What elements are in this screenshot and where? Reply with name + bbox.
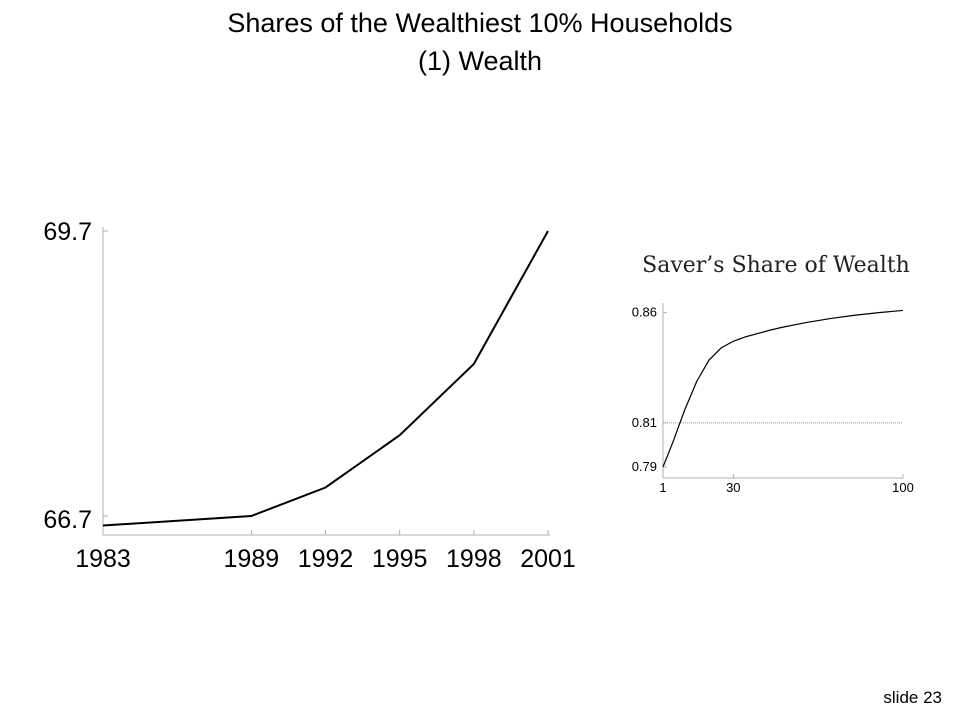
right-axis-ticks [663, 313, 903, 478]
left-y-tick-labels: 69.7 66.7 [43, 218, 92, 534]
left-axis-ticks [103, 231, 548, 535]
savers-share-chart: Saver’s Share of Wealth 1 30 100 0.860.810… [632, 253, 914, 495]
savers-share-line [663, 310, 903, 467]
left-x-tick-label: 1989 [224, 545, 280, 573]
left-y-tick-label: 69.7 [43, 218, 92, 246]
wealth-share-chart: 1983 1989 1992 1995 1998 2001 69.7 66.7 [43, 218, 575, 573]
right-y-tick-label: 0.86 [632, 305, 657, 320]
left-x-tick-label: 1983 [75, 545, 131, 573]
left-x-tick-label: 1995 [372, 545, 428, 573]
right-y-tick-labels: 0.86 0.81 0.79 [632, 305, 657, 474]
left-x-tick-label: 1992 [298, 545, 354, 573]
right-x-tick-label: 1 [659, 480, 666, 495]
right-y-tick-label: 0.81 [632, 415, 657, 430]
right-x-tick-label: 30 [726, 480, 740, 495]
left-y-tick-label: 66.7 [43, 506, 92, 534]
right-x-tick-labels: 1 30 100 [659, 480, 913, 495]
wealth-share-line [103, 231, 548, 526]
slide-number: slide 23 [883, 688, 942, 708]
left-x-tick-label: 1998 [446, 545, 502, 573]
left-x-tick-labels: 1983 1989 1992 1995 1998 2001 [75, 545, 576, 573]
right-y-tick-label: 0.79 [632, 459, 657, 474]
savers-share-title: Saver’s Share of Wealth [642, 253, 910, 278]
left-x-tick-label: 2001 [520, 545, 576, 573]
right-x-tick-label: 100 [892, 480, 914, 495]
